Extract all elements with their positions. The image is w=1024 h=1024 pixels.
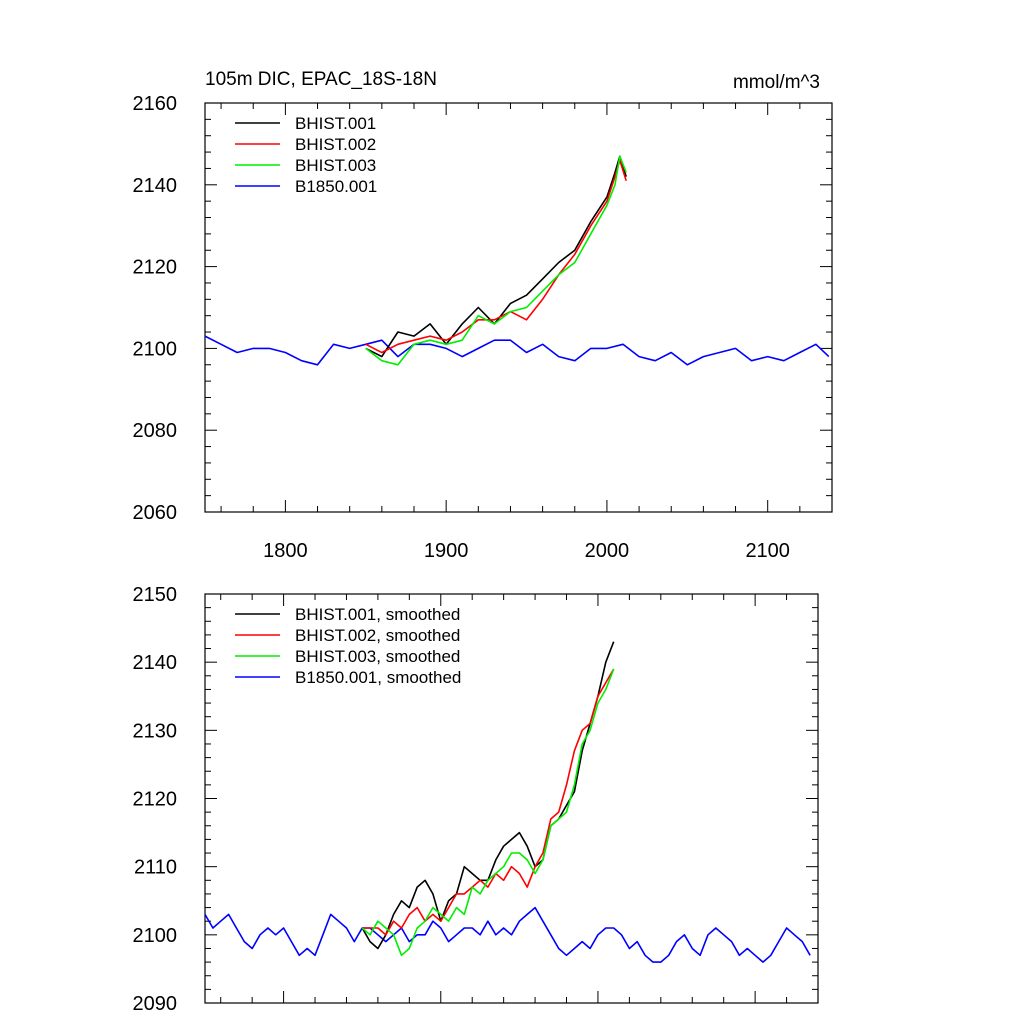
y-tick-label: 2150 [133, 584, 178, 606]
series-line [204, 906, 811, 963]
legend-label: BHIST.001 [295, 114, 376, 133]
bottom-plot-panel: 2090 2100 2110 2120 2130 2140 2150 BHIST.001, s… [133, 584, 819, 1015]
series-line [365, 155, 627, 366]
y-tick-label: 2140 [133, 652, 178, 674]
y-tick-label: 2130 [133, 720, 178, 742]
x-tick-label: 1800 [263, 540, 308, 562]
chart-units: mmol/m^3 [733, 72, 820, 93]
legend-label: BHIST.003 [295, 156, 376, 175]
legend-label: B1850.001, smoothed [295, 668, 461, 687]
plot-frame [204, 102, 833, 513]
top-plot-panel: 2060 2080 2100 2120 2140 2160 1800 1900 2000 2100… [133, 93, 833, 562]
y-tick-label: 2060 [133, 502, 178, 524]
y-tick-label: 2120 [133, 789, 178, 811]
legend-label: BHIST.002 [295, 135, 376, 154]
legend-label: BHIST.002, smoothed [295, 626, 460, 645]
y-tick-label: 2160 [133, 93, 178, 115]
y-tick-label: 2110 [134, 857, 177, 879]
chart-title: 105m DIC, EPAC_18S-18N [205, 69, 437, 90]
x-tick-label: 2000 [585, 540, 630, 562]
y-tick-label: 2080 [133, 420, 178, 442]
x-tick-label: 1900 [424, 540, 469, 562]
y-tick-label: 2100 [133, 338, 178, 360]
y-tick-label: 2120 [133, 257, 178, 279]
legend-label: BHIST.003, smoothed [295, 647, 460, 666]
series-line [362, 668, 615, 936]
series-line [204, 335, 830, 366]
series-line [361, 668, 615, 957]
series-line [361, 641, 615, 950]
legend-label: BHIST.001, smoothed [295, 605, 460, 624]
series-line [365, 155, 627, 358]
legend-label: B1850.001 [295, 177, 377, 196]
y-tick-label: 2100 [133, 925, 178, 947]
y-tick-label: 2140 [133, 175, 178, 197]
x-tick-label: 2100 [745, 540, 790, 562]
y-tick-label: 2090 [133, 993, 178, 1015]
